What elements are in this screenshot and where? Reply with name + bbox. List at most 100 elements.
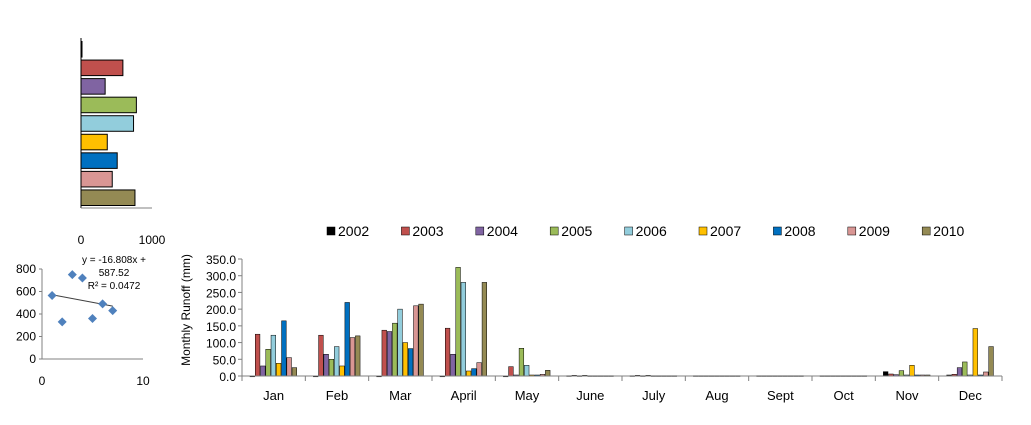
- bar-2008-Feb: [344, 302, 350, 377]
- bar-2005-May: [518, 348, 525, 377]
- main-y-tick-label: 350.0: [206, 253, 236, 267]
- main-y-tick-label: 0.0: [219, 370, 236, 384]
- legend-label-2004: 2004: [487, 223, 518, 239]
- bar-2010-Dec: [988, 346, 994, 377]
- legend-label-2002: 2002: [338, 223, 369, 239]
- main-y-tick-label: 100.0: [206, 337, 236, 351]
- horizontal-bar-chart: 0 1000: [78, 38, 166, 247]
- bar-2008-Mar: [407, 348, 414, 377]
- bar-2002-Nov: [883, 371, 889, 377]
- bar-2010-May: [545, 370, 551, 377]
- bar-2007-Nov: [909, 365, 915, 377]
- scatter-x-tick-label: 10: [136, 374, 150, 388]
- bar-2009-Dec: [983, 371, 989, 377]
- scatter-point: [108, 306, 118, 316]
- hbar-bar-2005: [80, 96, 137, 114]
- hbar-bar-2006: [80, 115, 135, 132]
- hbar-bar-2004: [80, 78, 106, 95]
- bar-2005-Feb: [328, 359, 335, 377]
- bar-2004-Dec: [956, 367, 963, 377]
- bar-2004-Jan: [260, 365, 266, 377]
- hbar-bar-2007: [80, 133, 108, 151]
- legend-label-2005: 2005: [561, 223, 592, 239]
- bar-2006-Feb: [334, 346, 340, 377]
- legend-label-2007: 2007: [710, 223, 741, 239]
- scatter-x-tick-label: 0: [39, 374, 46, 388]
- scatter-point: [77, 273, 87, 283]
- bar-2003-Jan: [255, 333, 261, 377]
- scatter-chart: 0 200 400 600 800 0 10 y = -16.808x + 587.52 R² =…: [16, 255, 150, 388]
- bar-2003-May: [508, 366, 514, 377]
- bar-2010-Mar: [418, 303, 424, 377]
- scatter-y-tick-label: 600: [16, 285, 36, 299]
- month-label: June: [576, 388, 604, 403]
- bar-2006-May: [524, 365, 530, 377]
- scatter-point: [47, 290, 57, 300]
- bar-2007-Feb: [339, 365, 345, 377]
- bar-2005-Mar: [392, 322, 398, 377]
- bar-2008-Jan: [281, 320, 287, 377]
- bar-2009-Feb: [349, 337, 356, 377]
- legend-swatch-2008: [773, 226, 782, 236]
- bar-2007-Jan: [276, 363, 282, 377]
- trendline-equation-label: y = -16.808x +: [82, 255, 146, 266]
- month-label: Sept: [767, 388, 794, 403]
- bar-2009-Mar: [413, 305, 419, 377]
- scatter-point: [67, 270, 77, 280]
- month-label: May: [515, 388, 540, 403]
- bar-2010-April: [481, 282, 487, 377]
- legend-swatch-2005: [549, 226, 559, 236]
- bar-2009-Jan: [286, 357, 292, 377]
- month-label: April: [451, 388, 477, 403]
- month-label: Dec: [959, 388, 983, 403]
- bar-2003-Feb: [318, 334, 324, 377]
- main-y-tick-label: 50.0: [213, 353, 237, 367]
- trendline-equation-label: 587.52: [99, 268, 130, 279]
- legend-swatch-2004: [475, 226, 485, 236]
- hbar-bar-2010: [80, 189, 136, 206]
- bar-2004-Mar: [386, 331, 393, 377]
- month-label: Oct: [834, 388, 855, 403]
- legend-swatch-2006: [624, 226, 633, 236]
- bar-2007-Dec: [972, 328, 978, 377]
- legend-swatch-2007: [698, 226, 708, 236]
- bar-2003-April: [445, 327, 451, 377]
- hbar-bar-2003: [80, 59, 124, 77]
- bar-2006-Jan: [270, 334, 276, 377]
- main-y-tick-label: 150.0: [206, 320, 236, 334]
- bar-2005-Nov: [898, 370, 905, 377]
- bar-2009-April: [476, 362, 482, 377]
- month-label: Aug: [705, 388, 728, 403]
- bar-2008-April: [471, 368, 477, 377]
- bar-2006-Mar: [397, 308, 403, 377]
- scatter-y-tick-label: 200: [16, 330, 36, 344]
- legend-label-2009: 2009: [859, 223, 890, 239]
- scatter-y-tick-label: 0: [29, 352, 36, 366]
- legend-swatch-2003: [401, 226, 410, 236]
- legend-label-2010: 2010: [933, 223, 964, 239]
- scatter-y-tick-label: 800: [16, 262, 36, 276]
- hbar-x-tick-label: 0: [78, 233, 85, 247]
- scatter-point: [88, 314, 97, 323]
- main-y-axis-title: Monthly Runoff (mm): [179, 254, 193, 366]
- bar-2007-April: [466, 370, 472, 377]
- legend-swatch-2009: [847, 226, 857, 236]
- bar-2007-Mar: [402, 342, 408, 377]
- monthly-runoff-chart: 0.0 50.0 100.0 150.0 200.0 250.0 300.0 350.0 Jan…: [179, 223, 1003, 403]
- legend-swatch-2002: [326, 226, 336, 236]
- month-label: Mar: [389, 388, 412, 403]
- month-label: Jan: [263, 388, 284, 403]
- month-label: July: [642, 388, 666, 403]
- month-label: Nov: [895, 388, 919, 403]
- bar-2005-Jan: [265, 349, 271, 377]
- bar-2006-April: [460, 282, 466, 377]
- bar-2005-April: [455, 267, 461, 377]
- month-label: Feb: [326, 388, 348, 403]
- hbar-bar-2008: [80, 152, 118, 169]
- legend-label-2003: 2003: [412, 223, 443, 239]
- bar-2010-Jan: [291, 367, 297, 377]
- main-y-tick-label: 250.0: [206, 286, 236, 300]
- legend-swatch-2010: [921, 226, 931, 236]
- legend-label-2008: 2008: [784, 223, 815, 239]
- trendline-equation-label: R² = 0.0472: [88, 281, 141, 292]
